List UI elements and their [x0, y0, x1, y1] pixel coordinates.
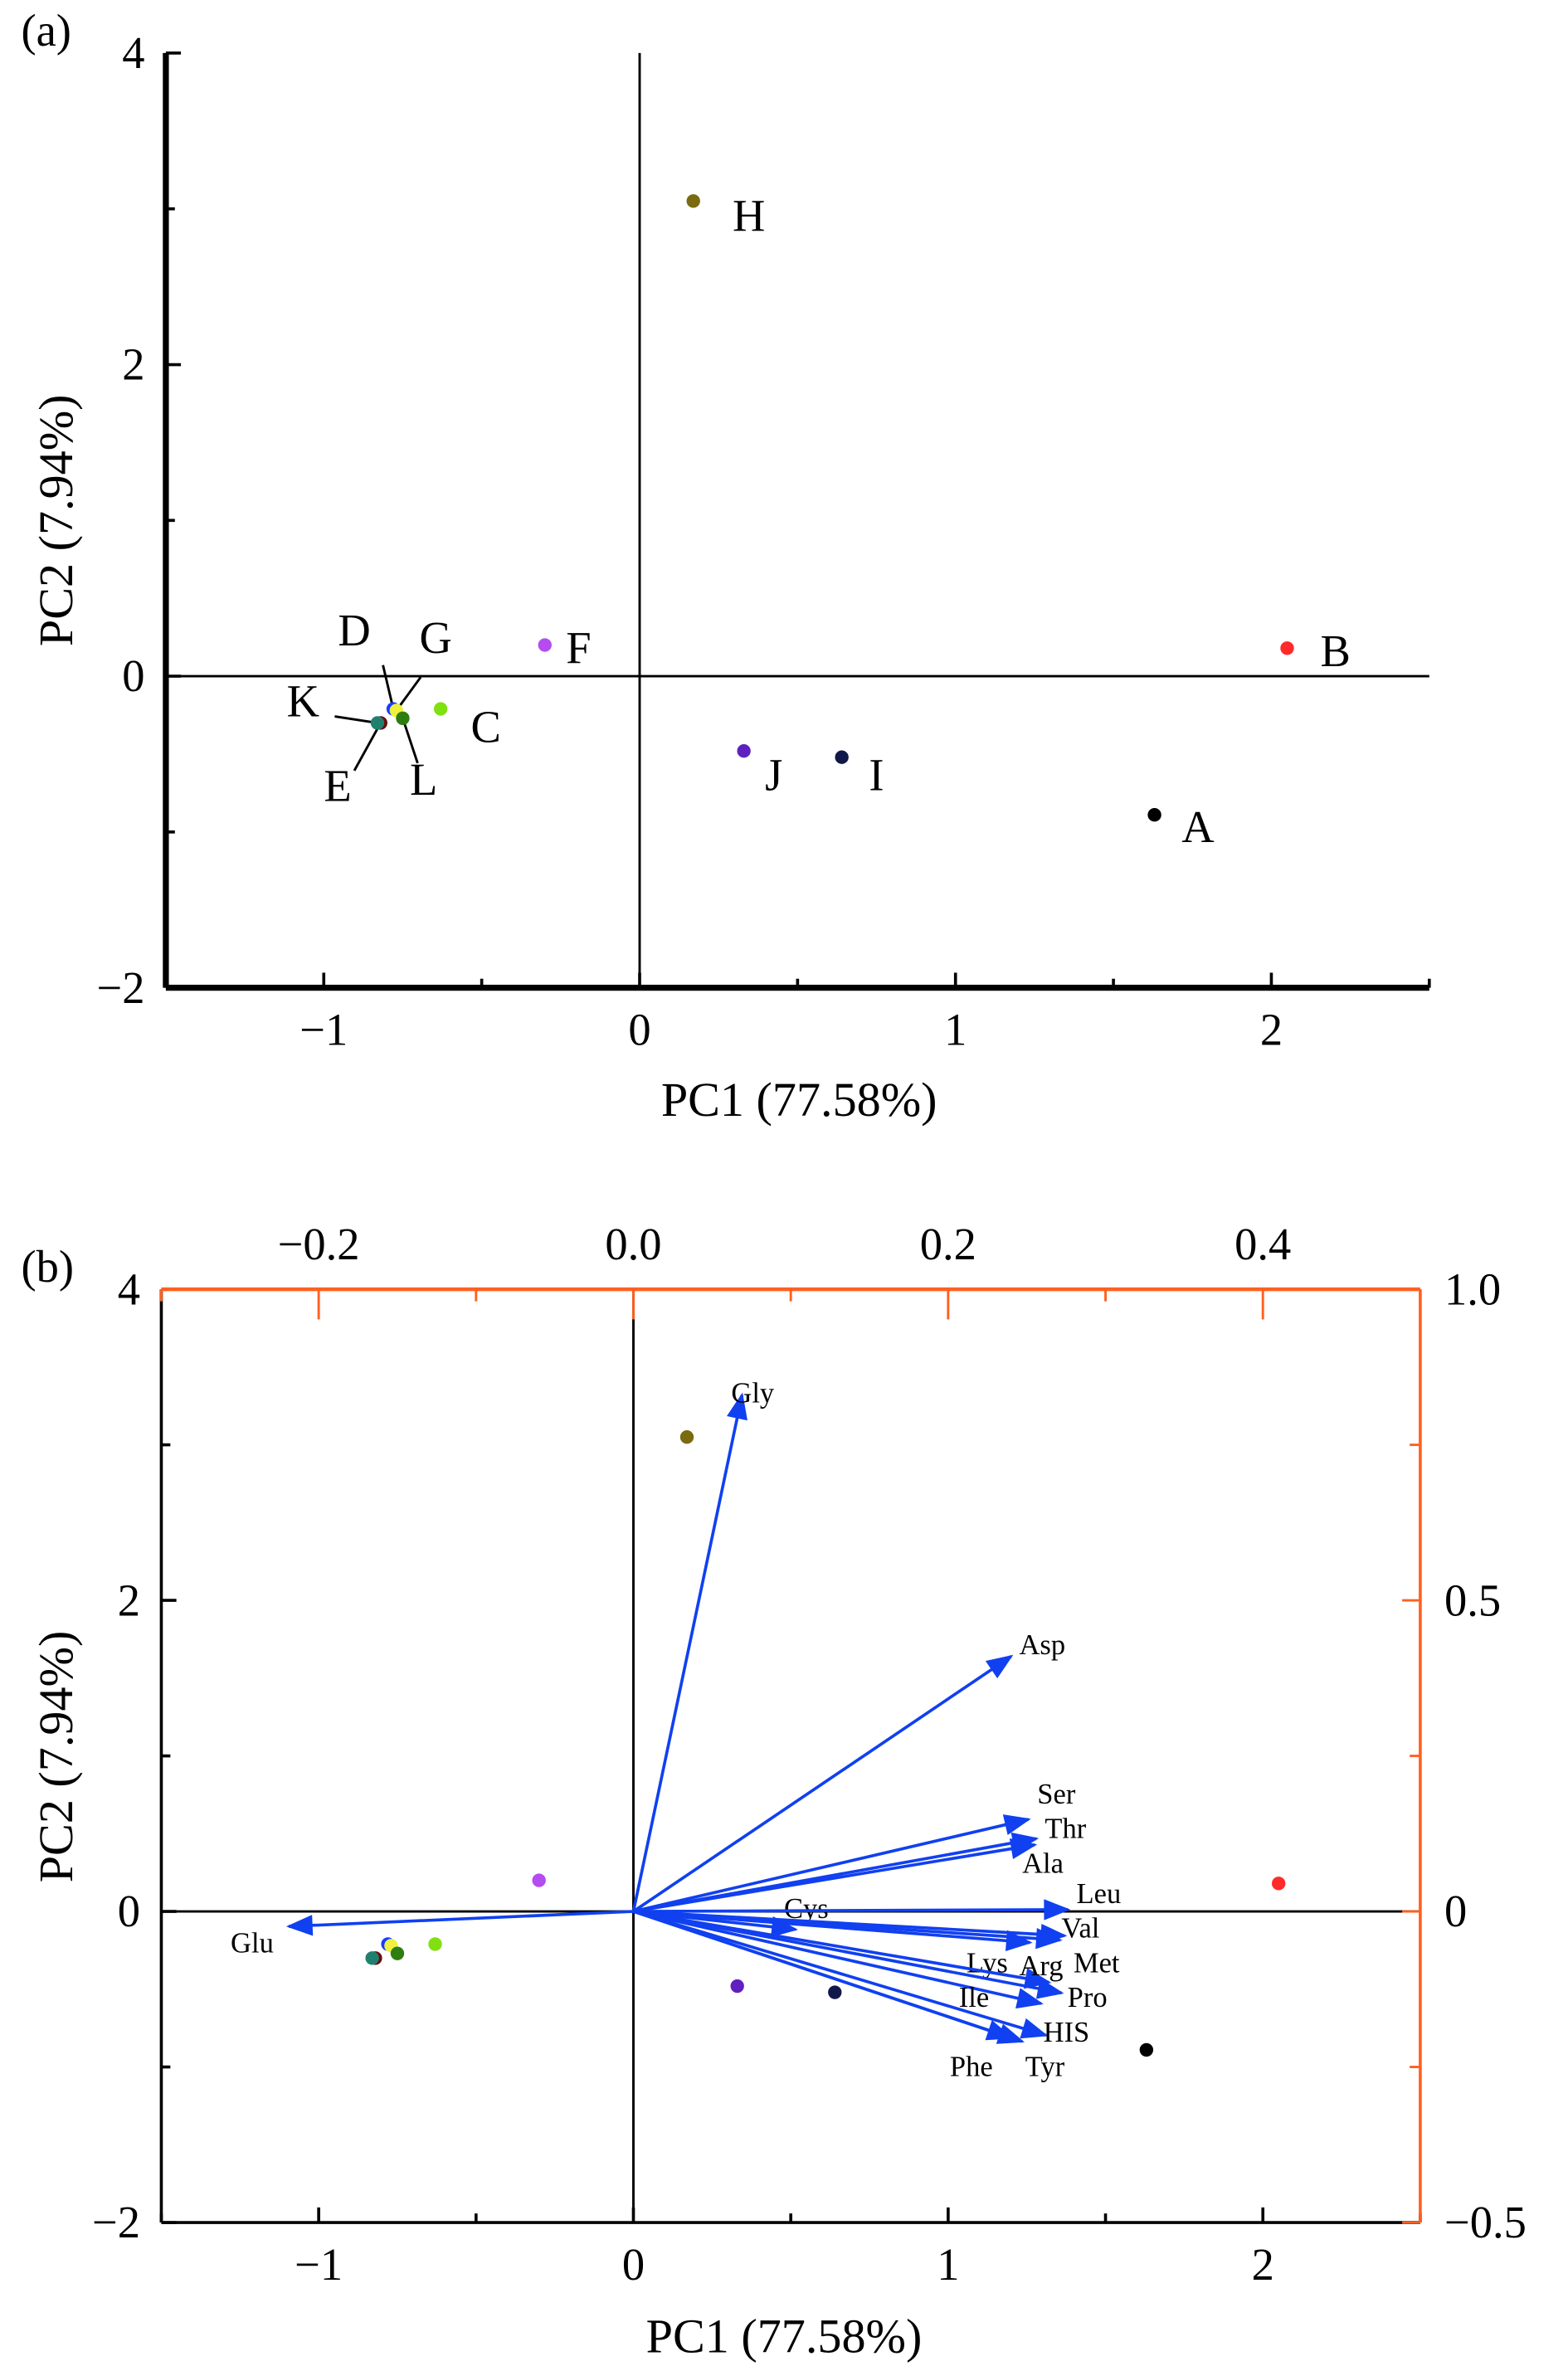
loading-arrow-leu	[633, 1899, 1071, 1921]
point-label-i: I	[869, 750, 884, 801]
score-point-l	[396, 711, 410, 725]
score-point-i	[835, 750, 849, 764]
score-point-k	[365, 1951, 379, 1965]
y-tick-label: 4	[122, 27, 144, 78]
loading-arrow-ser	[633, 1814, 1031, 1913]
point-label-e: E	[324, 760, 351, 811]
x-tick-label: 0	[622, 2239, 645, 2290]
leader-line-l	[402, 718, 419, 764]
loading-arrow-asp	[632, 1654, 1014, 1913]
leader-line-g	[395, 676, 422, 712]
score-point-l	[390, 1946, 405, 1960]
score-point-b	[1280, 641, 1294, 655]
loading-label-arg: Arg	[1020, 1950, 1064, 1982]
panel-b-ylabel: PC2 (7.94%)	[29, 1631, 83, 1883]
right-tick-label: 0	[1444, 1886, 1467, 1936]
panel-a-ylabel: PC2 (7.94%)	[29, 394, 83, 646]
x-tick-label: −1	[295, 2239, 343, 2290]
point-label-b: B	[1320, 626, 1350, 676]
score-point-a	[1147, 808, 1161, 822]
leader-line-e	[353, 722, 382, 772]
panel-a-xlabel: PC1 (77.58%)	[661, 1073, 937, 1127]
y-tick-label: −2	[96, 962, 144, 1013]
panel-b-xlabel: PC1 (77.58%)	[646, 2309, 923, 2363]
top-tick-label: 0.2	[920, 1219, 976, 1269]
score-point-f	[532, 1873, 546, 1887]
y-tick-label: 2	[122, 339, 144, 390]
score-point-b	[1272, 1877, 1286, 1891]
panel-a-label: (a)	[21, 5, 71, 56]
loading-label-thr: Thr	[1045, 1813, 1086, 1845]
loading-label-tyr: Tyr	[1025, 2052, 1065, 2083]
score-point-c	[433, 702, 448, 716]
top-tick-label: −0.2	[278, 1219, 360, 1269]
point-label-f: F	[566, 622, 591, 673]
loading-arrow-ile	[633, 1910, 1044, 2009]
point-label-d: D	[338, 605, 370, 655]
panel-a-plot: −1 0 1 2 −2 0 2 4 A B C D E F G H I J K L	[96, 27, 1431, 1055]
point-label-g: G	[420, 612, 452, 663]
loading-label-ile: Ile	[959, 1982, 989, 2013]
y-tick-label: 4	[118, 1263, 140, 1314]
loading-label-ala: Ala	[1022, 1848, 1064, 1879]
top-tick-label: 0.4	[1234, 1219, 1291, 1269]
right-tick-label: 1.0	[1444, 1263, 1501, 1314]
loading-label-met: Met	[1074, 1947, 1120, 1979]
leader-line-k	[334, 715, 378, 724]
x-tick-label: 1	[937, 2239, 959, 2290]
x-tick-label: 2	[1252, 2239, 1274, 2290]
y-tick-label: −2	[92, 2197, 140, 2247]
panel-b-label: (b)	[21, 1241, 74, 1292]
loading-label-leu: Leu	[1077, 1878, 1122, 1910]
score-point-j	[737, 744, 751, 758]
loading-arrow-glu	[285, 1910, 634, 1936]
loading-arrow-gly	[631, 1392, 747, 1912]
score-point-h	[679, 1430, 694, 1444]
score-point-c	[428, 1937, 442, 1951]
point-label-l: L	[410, 754, 437, 805]
y-tick-label: 2	[118, 1575, 140, 1625]
loading-label-asp: Asp	[1020, 1629, 1066, 1661]
loading-label-his: HIS	[1044, 2017, 1090, 2048]
x-tick-label: 1	[944, 1005, 967, 1055]
x-tick-label: 2	[1260, 1005, 1283, 1055]
top-tick-label: 0.0	[605, 1219, 661, 1269]
point-label-h: H	[733, 191, 765, 241]
score-point-f	[538, 638, 552, 652]
point-label-a: A	[1181, 801, 1214, 852]
y-tick-label: 0	[118, 1886, 140, 1936]
point-label-j: J	[765, 749, 782, 800]
score-point-h	[686, 194, 700, 208]
loading-label-val: Val	[1061, 1913, 1099, 1945]
loading-label-glu: Glu	[231, 1928, 274, 1959]
score-point-k	[370, 716, 385, 730]
right-tick-label: −0.5	[1444, 2197, 1527, 2247]
loading-arrow-phe	[632, 1910, 1014, 2041]
leader-line-d	[382, 665, 395, 709]
loading-label-ser: Ser	[1037, 1779, 1076, 1810]
loading-arrow-ala	[633, 1838, 1038, 1913]
loading-arrow-lys	[633, 1910, 1033, 1952]
y-tick-label: 0	[122, 650, 144, 701]
x-tick-label: −1	[299, 1005, 348, 1055]
score-point-i	[828, 1985, 842, 1999]
loading-label-pro: Pro	[1068, 1982, 1108, 2013]
x-tick-label: 0	[628, 1005, 650, 1055]
score-point-a	[1139, 2042, 1154, 2057]
loading-label-gly: Gly	[731, 1377, 775, 1409]
panel-b-plot: −1 0 1 2 −2 0 2 4 −0.2 0.0 0.2 0.4 −0.5 0 0.5 1.0 Gly Asp…	[92, 1219, 1527, 2290]
right-tick-label: 0.5	[1444, 1575, 1501, 1625]
point-label-c: C	[470, 701, 500, 752]
score-point-j	[730, 1979, 744, 1994]
loading-arrow-pro	[633, 1910, 1064, 1999]
loading-label-phe: Phe	[950, 2052, 993, 2083]
point-label-k: K	[287, 676, 319, 727]
loading-arrow-his	[632, 1910, 1049, 2039]
